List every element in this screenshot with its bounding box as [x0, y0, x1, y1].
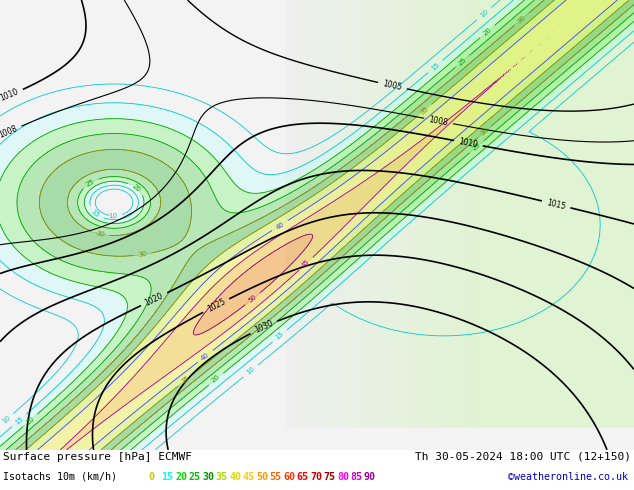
Text: 90: 90: [364, 472, 376, 482]
Text: 15: 15: [14, 415, 24, 426]
Text: 35: 35: [181, 375, 191, 385]
Text: 30: 30: [479, 127, 490, 137]
Text: Th 30-05-2024 18:00 UTC (12+150): Th 30-05-2024 18:00 UTC (12+150): [415, 452, 631, 462]
Text: 40: 40: [200, 351, 210, 361]
Text: 30: 30: [202, 472, 214, 482]
Text: 10: 10: [245, 366, 256, 376]
Text: 10: 10: [479, 8, 489, 19]
Text: 20: 20: [175, 472, 187, 482]
Text: 55: 55: [269, 472, 281, 482]
Text: 35: 35: [419, 105, 429, 116]
Text: 25: 25: [472, 142, 482, 152]
Text: 1025: 1025: [205, 297, 227, 314]
Text: 1008: 1008: [0, 124, 18, 140]
Text: ©weatheronline.co.uk: ©weatheronline.co.uk: [508, 472, 628, 482]
Text: 20: 20: [131, 183, 141, 194]
Text: 20: 20: [482, 26, 493, 37]
Text: 60: 60: [283, 472, 295, 482]
Text: 25: 25: [188, 472, 200, 482]
Text: 20: 20: [210, 374, 221, 384]
Text: 30: 30: [95, 230, 105, 238]
Text: 1010: 1010: [0, 87, 20, 103]
Text: 45: 45: [301, 259, 311, 269]
Text: 20: 20: [25, 415, 36, 425]
Text: 85: 85: [351, 472, 363, 482]
Text: 1030: 1030: [253, 319, 275, 335]
Text: 1005: 1005: [382, 79, 403, 92]
Text: Surface pressure [hPa] ECMWF: Surface pressure [hPa] ECMWF: [3, 452, 192, 462]
Text: 75: 75: [323, 472, 335, 482]
Text: 1010: 1010: [458, 137, 479, 149]
Text: 1015: 1015: [546, 198, 567, 211]
Text: 50: 50: [256, 472, 268, 482]
Text: 0: 0: [148, 472, 154, 482]
Text: 80: 80: [337, 472, 349, 482]
Text: 35: 35: [216, 472, 228, 482]
Text: 1008: 1008: [428, 115, 449, 127]
Text: 15: 15: [90, 208, 101, 219]
Text: 15: 15: [162, 472, 174, 482]
Text: 25: 25: [457, 56, 468, 67]
Text: 40: 40: [275, 220, 285, 230]
Text: 30: 30: [516, 14, 527, 24]
Text: 25: 25: [86, 178, 96, 188]
Text: 10: 10: [108, 213, 117, 219]
Text: 30: 30: [138, 251, 148, 258]
Text: 15: 15: [275, 331, 285, 341]
Text: 50: 50: [247, 294, 258, 304]
Text: 40: 40: [229, 472, 241, 482]
Text: 45: 45: [242, 472, 254, 482]
Text: 70: 70: [310, 472, 322, 482]
Text: 10: 10: [1, 415, 11, 425]
Text: 1020: 1020: [143, 291, 165, 307]
Text: 65: 65: [297, 472, 309, 482]
Text: Isotachs 10m (km/h): Isotachs 10m (km/h): [3, 472, 117, 482]
Text: 15: 15: [430, 61, 441, 72]
